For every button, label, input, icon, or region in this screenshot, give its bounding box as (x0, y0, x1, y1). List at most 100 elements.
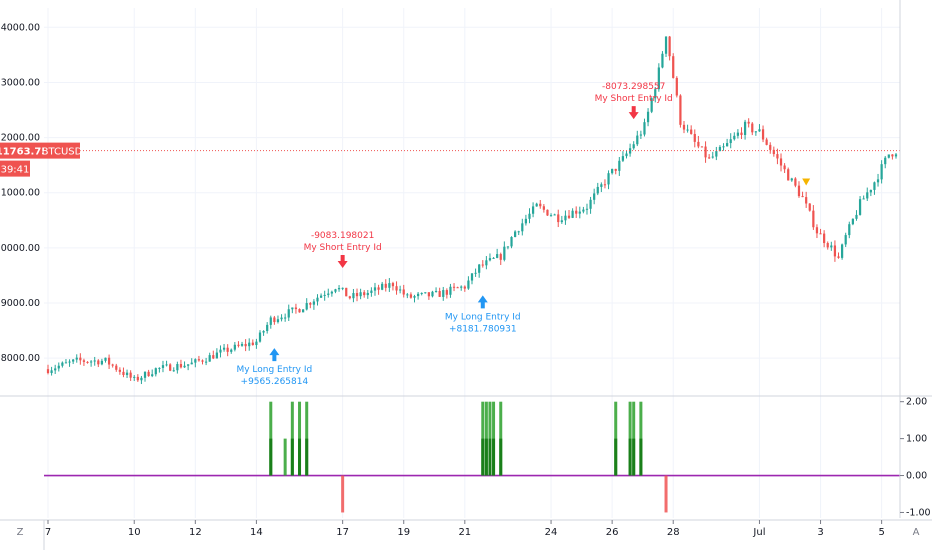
candle[interactable] (528, 213, 531, 219)
candle[interactable] (122, 371, 125, 376)
candle[interactable] (866, 192, 869, 199)
candle[interactable] (564, 215, 567, 221)
candle[interactable] (280, 317, 283, 320)
candle[interactable] (273, 317, 276, 323)
candle[interactable] (147, 371, 150, 377)
candle[interactable] (650, 98, 653, 112)
candle[interactable] (219, 349, 222, 353)
candle[interactable] (90, 361, 93, 363)
candle[interactable] (269, 317, 272, 325)
candle[interactable] (758, 129, 761, 132)
candle[interactable] (104, 357, 107, 361)
candle[interactable] (675, 77, 678, 96)
candle[interactable] (291, 307, 294, 310)
candle[interactable] (643, 122, 646, 135)
candle[interactable] (826, 243, 829, 248)
candlestick-series[interactable] (46, 35, 898, 385)
candle[interactable] (729, 139, 732, 144)
candle[interactable] (535, 203, 538, 207)
candle[interactable] (438, 290, 441, 297)
candle[interactable] (686, 129, 689, 131)
candle[interactable] (316, 297, 319, 302)
candle[interactable] (319, 295, 323, 298)
candle[interactable] (510, 237, 513, 247)
candle[interactable] (553, 214, 556, 216)
candle[interactable] (848, 224, 851, 236)
candle[interactable] (456, 287, 459, 289)
candle[interactable] (837, 256, 840, 258)
candle[interactable] (496, 254, 499, 258)
candle[interactable] (765, 139, 768, 145)
candle[interactable] (661, 53, 664, 68)
candle[interactable] (420, 292, 423, 294)
candle[interactable] (355, 293, 359, 297)
candle[interactable] (82, 360, 86, 362)
candle[interactable] (700, 146, 704, 148)
candle[interactable] (830, 245, 833, 248)
candle[interactable] (628, 148, 632, 154)
candle[interactable] (334, 289, 337, 292)
candle[interactable] (593, 193, 596, 200)
candle[interactable] (248, 342, 251, 347)
candle[interactable] (503, 246, 506, 260)
candle[interactable] (215, 352, 218, 359)
candle[interactable] (381, 283, 384, 290)
candle[interactable] (869, 189, 872, 193)
candle[interactable] (718, 146, 722, 152)
histogram-bar[interactable] (664, 475, 668, 513)
candle[interactable] (646, 111, 650, 123)
candle[interactable] (452, 286, 456, 288)
candle[interactable] (165, 364, 168, 366)
histogram-bar[interactable] (283, 438, 287, 476)
candle[interactable] (258, 332, 262, 342)
candle[interactable] (754, 131, 757, 133)
candle[interactable] (743, 121, 747, 135)
indicator-pane[interactable] (0, 395, 932, 513)
candle[interactable] (54, 368, 57, 371)
candle[interactable] (747, 121, 750, 124)
candle[interactable] (589, 199, 592, 209)
candle[interactable] (449, 286, 452, 295)
candle[interactable] (413, 296, 416, 298)
candle[interactable] (740, 132, 743, 135)
candle[interactable] (679, 95, 682, 125)
candle[interactable] (546, 209, 549, 216)
candle[interactable] (557, 214, 560, 223)
candle[interactable] (682, 124, 686, 130)
candle[interactable] (237, 344, 240, 346)
candle[interactable] (488, 258, 492, 261)
candle[interactable] (129, 372, 132, 378)
candle[interactable] (309, 303, 312, 305)
candle[interactable] (57, 365, 60, 369)
candle[interactable] (808, 203, 811, 211)
candle[interactable] (639, 134, 642, 136)
candle[interactable] (154, 368, 157, 375)
candle[interactable] (873, 182, 876, 190)
candle[interactable] (172, 370, 175, 372)
candle[interactable] (708, 157, 711, 159)
candle[interactable] (395, 286, 398, 291)
candle[interactable] (240, 343, 244, 346)
candle[interactable] (431, 291, 434, 297)
candle[interactable] (524, 218, 528, 224)
candle[interactable] (359, 292, 362, 297)
candle[interactable] (697, 141, 700, 147)
candle[interactable] (815, 227, 819, 234)
candle[interactable] (618, 160, 621, 171)
candle[interactable] (625, 153, 628, 157)
candle[interactable] (352, 293, 355, 299)
candle[interactable] (880, 164, 883, 180)
candle[interactable] (840, 244, 844, 258)
candle[interactable] (442, 290, 445, 297)
candle[interactable] (632, 144, 635, 149)
candle[interactable] (582, 209, 585, 212)
candle[interactable] (521, 223, 524, 232)
candle[interactable] (614, 168, 617, 171)
candle[interactable] (858, 199, 862, 215)
candle[interactable] (600, 184, 603, 187)
candle[interactable] (366, 292, 369, 296)
candle[interactable] (783, 165, 786, 170)
candle[interactable] (485, 260, 488, 266)
candle[interactable] (894, 154, 898, 157)
candle[interactable] (715, 151, 718, 157)
